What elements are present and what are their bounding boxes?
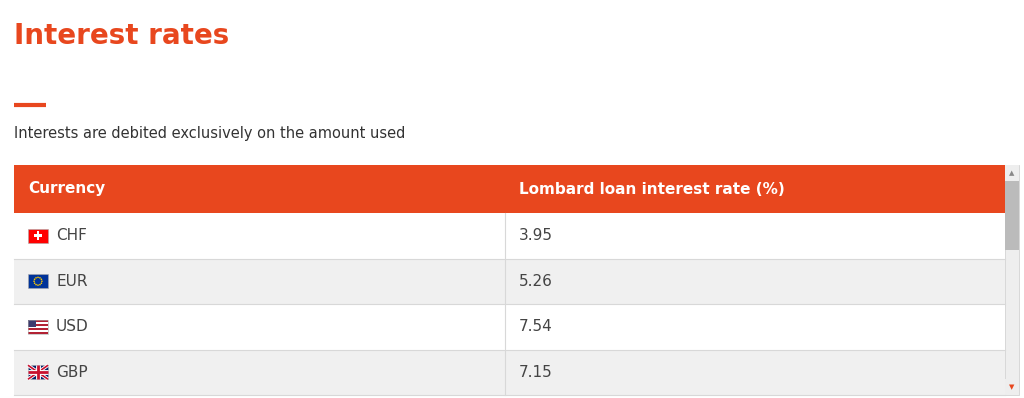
- Circle shape: [41, 283, 42, 284]
- Bar: [28, 365, 48, 379]
- Circle shape: [39, 277, 41, 279]
- Bar: [37, 231, 39, 240]
- Bar: [14, 213, 1005, 258]
- Text: USD: USD: [56, 319, 89, 334]
- Bar: [1005, 165, 1019, 395]
- Bar: [28, 332, 48, 334]
- Bar: [28, 320, 48, 334]
- Circle shape: [33, 281, 35, 282]
- Circle shape: [34, 283, 36, 284]
- Bar: [1005, 379, 1019, 395]
- Bar: [14, 304, 1005, 349]
- Circle shape: [41, 279, 42, 280]
- Bar: [28, 326, 48, 328]
- Bar: [28, 320, 48, 322]
- Text: GBP: GBP: [56, 365, 88, 380]
- Text: ▼: ▼: [1010, 384, 1015, 390]
- Bar: [28, 328, 48, 330]
- Text: Interest rates: Interest rates: [14, 22, 229, 50]
- Circle shape: [39, 284, 41, 285]
- Text: CHF: CHF: [56, 228, 87, 243]
- Text: Interests are debited exclusively on the amount used: Interests are debited exclusively on the…: [14, 126, 406, 141]
- Text: 7.15: 7.15: [518, 365, 552, 380]
- Text: Lombard loan interest rate (%): Lombard loan interest rate (%): [518, 181, 784, 197]
- Circle shape: [35, 284, 37, 285]
- Bar: [14, 258, 1005, 304]
- Circle shape: [35, 277, 37, 279]
- Text: 5.26: 5.26: [518, 274, 552, 289]
- Circle shape: [41, 281, 43, 282]
- Text: 7.54: 7.54: [518, 319, 552, 334]
- Bar: [28, 274, 48, 288]
- Circle shape: [37, 284, 39, 286]
- Circle shape: [34, 279, 36, 280]
- Bar: [34, 234, 42, 238]
- Circle shape: [37, 277, 39, 278]
- Bar: [1005, 181, 1019, 250]
- Bar: [14, 349, 1005, 395]
- Text: ▲: ▲: [1010, 170, 1015, 176]
- Bar: [28, 324, 48, 326]
- Text: 3.95: 3.95: [518, 228, 553, 243]
- Text: Currency: Currency: [28, 181, 105, 197]
- Text: EUR: EUR: [56, 274, 87, 289]
- Bar: [28, 330, 48, 332]
- Bar: [14, 165, 1005, 213]
- Bar: [28, 229, 48, 243]
- Bar: [28, 322, 48, 324]
- Bar: [1005, 165, 1019, 181]
- Bar: [28, 320, 36, 327]
